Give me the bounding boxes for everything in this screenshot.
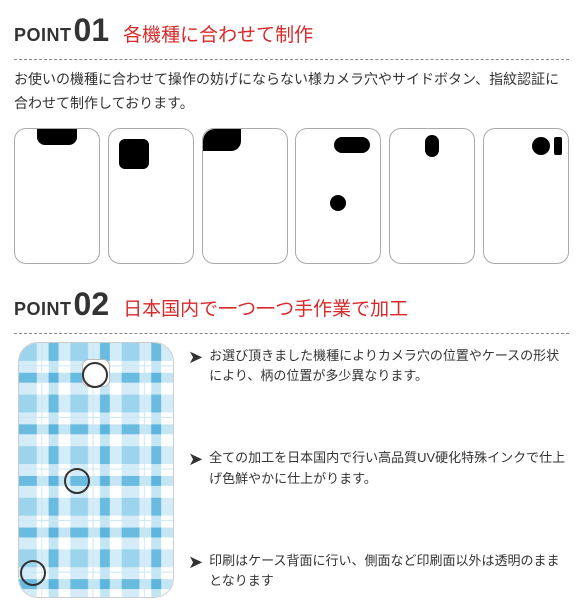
cutout-dot-icon — [330, 195, 346, 211]
cutout-drop-icon — [425, 135, 439, 157]
divider — [14, 333, 569, 334]
phone-cutout-row — [14, 128, 569, 264]
point01-number: 01 — [74, 12, 110, 49]
sample-phone — [14, 342, 180, 602]
point01-header: POINT 01 各機種に合わせて制作 — [14, 12, 569, 49]
bullet-text: 全ての加工を日本国内で行い高品質UV硬化特殊インクで仕上げ色鮮やかに仕上がります… — [209, 448, 569, 488]
point02-title: 日本国内で一つ一つ手作業で加工 — [123, 294, 408, 321]
bullet-list: ➤ お選び頂きました機種によりカメラ穴の位置やケースの形状により、柄の位置が多少… — [188, 342, 569, 602]
callout-circle-3 — [20, 560, 46, 586]
callout-circle-1 — [82, 362, 108, 388]
phone-outline-2 — [108, 128, 194, 264]
cutout-rect-icon — [554, 137, 562, 155]
phone-outline-3 — [202, 128, 288, 264]
bullet-text: お選び頂きました機種によりカメラ穴の位置やケースの形状により、柄の位置が多少異な… — [209, 346, 569, 386]
arrow-icon: ➤ — [188, 448, 203, 468]
point02-label: POINT — [14, 299, 72, 320]
bullet-item-2: ➤ 全ての加工を日本国内で行い高品質UV硬化特殊インクで仕上げ色鮮やかに仕上がり… — [188, 448, 569, 488]
phone-outline-6 — [483, 128, 569, 264]
cutout-corner-icon — [203, 129, 241, 151]
point02-body: ➤ お選び頂きました機種によりカメラ穴の位置やケースの形状により、柄の位置が多少… — [14, 342, 569, 602]
phone-outline-1 — [14, 128, 100, 264]
cutout-square-icon — [119, 139, 149, 169]
divider — [14, 59, 569, 60]
bullet-item-1: ➤ お選び頂きました機種によりカメラ穴の位置やケースの形状により、柄の位置が多少… — [188, 346, 569, 386]
point02-header: POINT 02 日本国内で一つ一つ手作業で加工 — [14, 286, 569, 323]
point01-label: POINT — [14, 25, 72, 46]
arrow-icon: ➤ — [188, 551, 203, 571]
phone-outline-5 — [389, 128, 475, 264]
arrow-icon: ➤ — [188, 346, 203, 366]
point01-description: お使いの機種に合わせて操作の妨げにならない様カメラ穴やサイドボタン、指紋認証に合… — [14, 68, 569, 116]
point02-number: 02 — [74, 286, 110, 323]
point01-title: 各機種に合わせて制作 — [123, 20, 313, 47]
cutout-circle-icon — [532, 137, 550, 155]
bullet-item-3: ➤ 印刷はケース背面に行い、側面など印刷面以外は透明のままとなります — [188, 551, 569, 591]
bullet-text: 印刷はケース背面に行い、側面など印刷面以外は透明のままとなります — [209, 551, 569, 591]
phone-outline-4 — [295, 128, 381, 264]
cutout-notch-icon — [37, 129, 77, 145]
callout-circle-2 — [64, 468, 90, 494]
cutout-bar-icon — [334, 137, 370, 153]
